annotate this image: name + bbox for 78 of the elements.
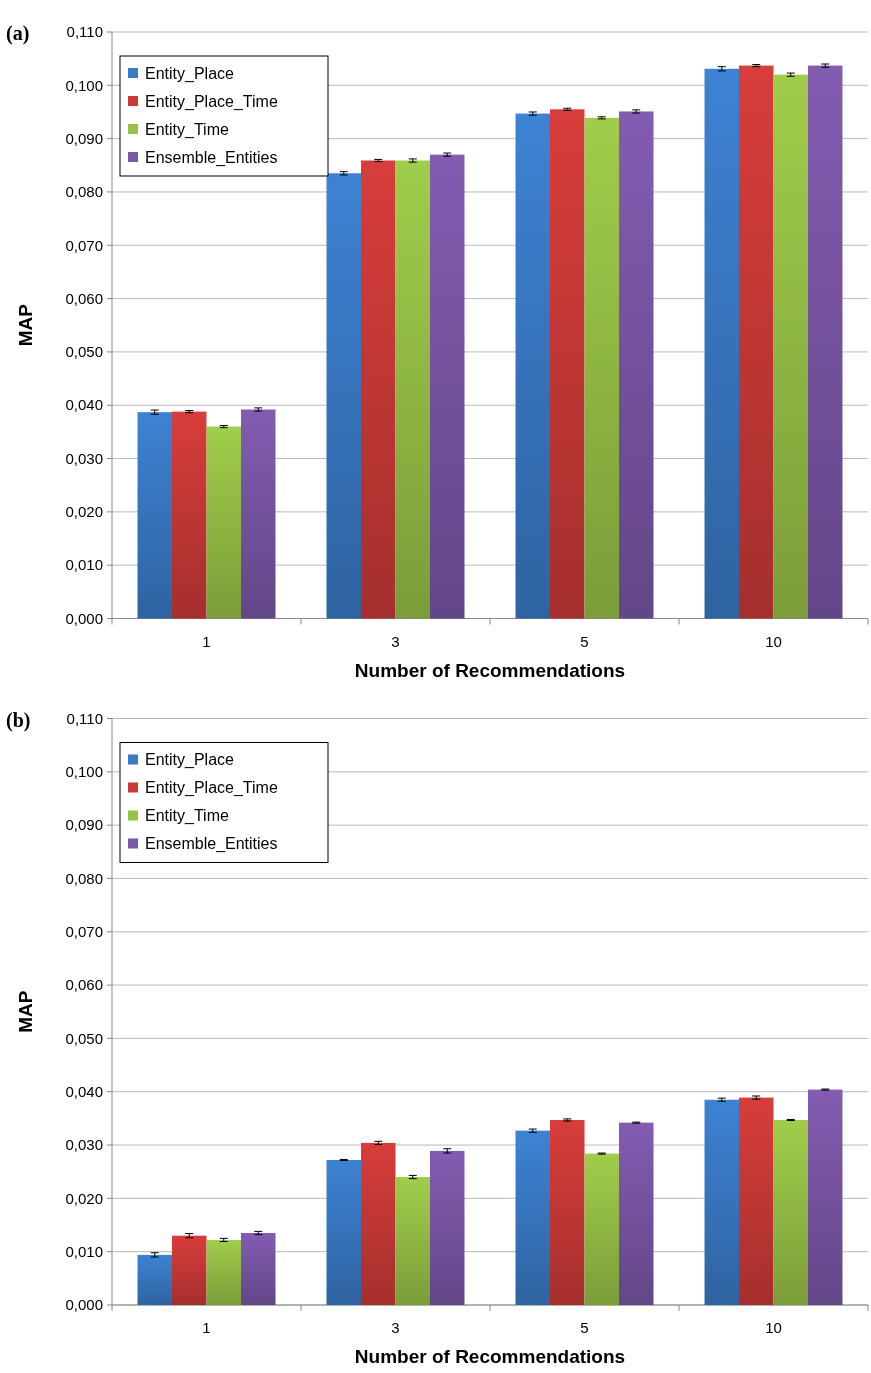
bar bbox=[137, 1254, 173, 1305]
bar bbox=[395, 160, 430, 619]
legend-label: Entity_Time bbox=[145, 120, 229, 139]
legend-label: Entity_Time bbox=[145, 807, 229, 826]
bar bbox=[172, 1235, 207, 1305]
x-tick-label: 1 bbox=[202, 632, 211, 650]
y-tick-label: 0,100 bbox=[65, 763, 103, 781]
bar bbox=[137, 412, 173, 619]
y-tick-label: 0,080 bbox=[65, 183, 103, 201]
chart-title: (a) bbox=[6, 22, 30, 45]
x-tick-label: 3 bbox=[391, 1319, 400, 1336]
y-tick-label: 0,080 bbox=[65, 869, 103, 887]
bar bbox=[739, 65, 774, 619]
bar bbox=[395, 1177, 430, 1305]
bar bbox=[618, 111, 654, 619]
bar bbox=[515, 1130, 551, 1305]
x-axis-title: Number of Recommendations bbox=[354, 1346, 626, 1367]
bar bbox=[240, 409, 276, 619]
y-tick-label: 0,090 bbox=[65, 816, 103, 834]
x-tick-label: 5 bbox=[580, 1319, 589, 1336]
y-tick-label: 0,030 bbox=[65, 1136, 103, 1154]
y-tick-label: 0,040 bbox=[65, 396, 103, 414]
bar bbox=[172, 411, 207, 619]
y-tick-label: 0,010 bbox=[65, 556, 103, 574]
bar bbox=[515, 113, 551, 619]
bar bbox=[361, 160, 396, 619]
legend-label: Ensemble_Entities bbox=[145, 148, 278, 167]
x-tick-label: 1 bbox=[202, 1319, 211, 1336]
y-tick-label: 0,050 bbox=[65, 343, 103, 361]
x-tick-label: 5 bbox=[580, 632, 589, 650]
bar bbox=[326, 173, 362, 619]
bar bbox=[584, 117, 619, 619]
chart-title: (b) bbox=[6, 708, 31, 732]
bar bbox=[429, 1150, 465, 1305]
bar bbox=[550, 109, 585, 619]
x-tick-label: 3 bbox=[391, 632, 400, 650]
bar bbox=[240, 1233, 276, 1305]
bar bbox=[206, 426, 241, 619]
legend-label: Entity_Place_Time bbox=[145, 92, 278, 111]
bar bbox=[584, 1153, 619, 1305]
bar bbox=[807, 1089, 843, 1305]
y-tick-label: 0,030 bbox=[65, 449, 103, 467]
legend-label: Entity_Place_Time bbox=[145, 779, 278, 798]
y-tick-label: 0,100 bbox=[65, 76, 103, 94]
y-axis-title: MAP bbox=[15, 990, 36, 1033]
bar bbox=[739, 1097, 774, 1305]
y-tick-label: 0,010 bbox=[65, 1242, 103, 1260]
y-tick-label: 0,070 bbox=[65, 923, 103, 941]
y-tick-label: 0,060 bbox=[65, 976, 103, 994]
bar bbox=[704, 68, 740, 619]
bar bbox=[429, 154, 465, 619]
y-tick-label: 0,090 bbox=[65, 129, 103, 147]
bar bbox=[773, 74, 808, 619]
y-tick-label: 0,020 bbox=[65, 1189, 103, 1207]
y-tick-label: 0,060 bbox=[65, 289, 103, 307]
y-axis-title: MAP bbox=[15, 303, 36, 347]
legend-label: Ensemble_Entities bbox=[145, 835, 278, 854]
y-tick-label: 0,000 bbox=[65, 609, 103, 627]
bar bbox=[807, 65, 843, 619]
y-tick-label: 0,040 bbox=[65, 1082, 103, 1100]
legend-label: Entity_Place bbox=[145, 751, 235, 770]
bar bbox=[773, 1119, 808, 1305]
x-tick-label: 10 bbox=[765, 1319, 782, 1336]
x-tick-label: 10 bbox=[765, 632, 782, 650]
y-tick-label: 0,000 bbox=[65, 1296, 103, 1314]
y-tick-label: 0,110 bbox=[66, 23, 103, 41]
bar bbox=[618, 1122, 654, 1305]
y-tick-label: 0,050 bbox=[65, 1029, 103, 1047]
bar bbox=[206, 1239, 241, 1305]
x-axis-title: Number of Recommendations bbox=[354, 659, 626, 681]
bar bbox=[704, 1099, 740, 1305]
bar bbox=[550, 1119, 585, 1305]
bar bbox=[326, 1159, 362, 1305]
legend-label: Entity_Place bbox=[145, 64, 235, 83]
y-tick-label: 0,070 bbox=[65, 236, 103, 254]
y-tick-label: 0,020 bbox=[65, 503, 103, 521]
bar bbox=[361, 1142, 396, 1305]
y-tick-label: 0,110 bbox=[66, 709, 103, 727]
